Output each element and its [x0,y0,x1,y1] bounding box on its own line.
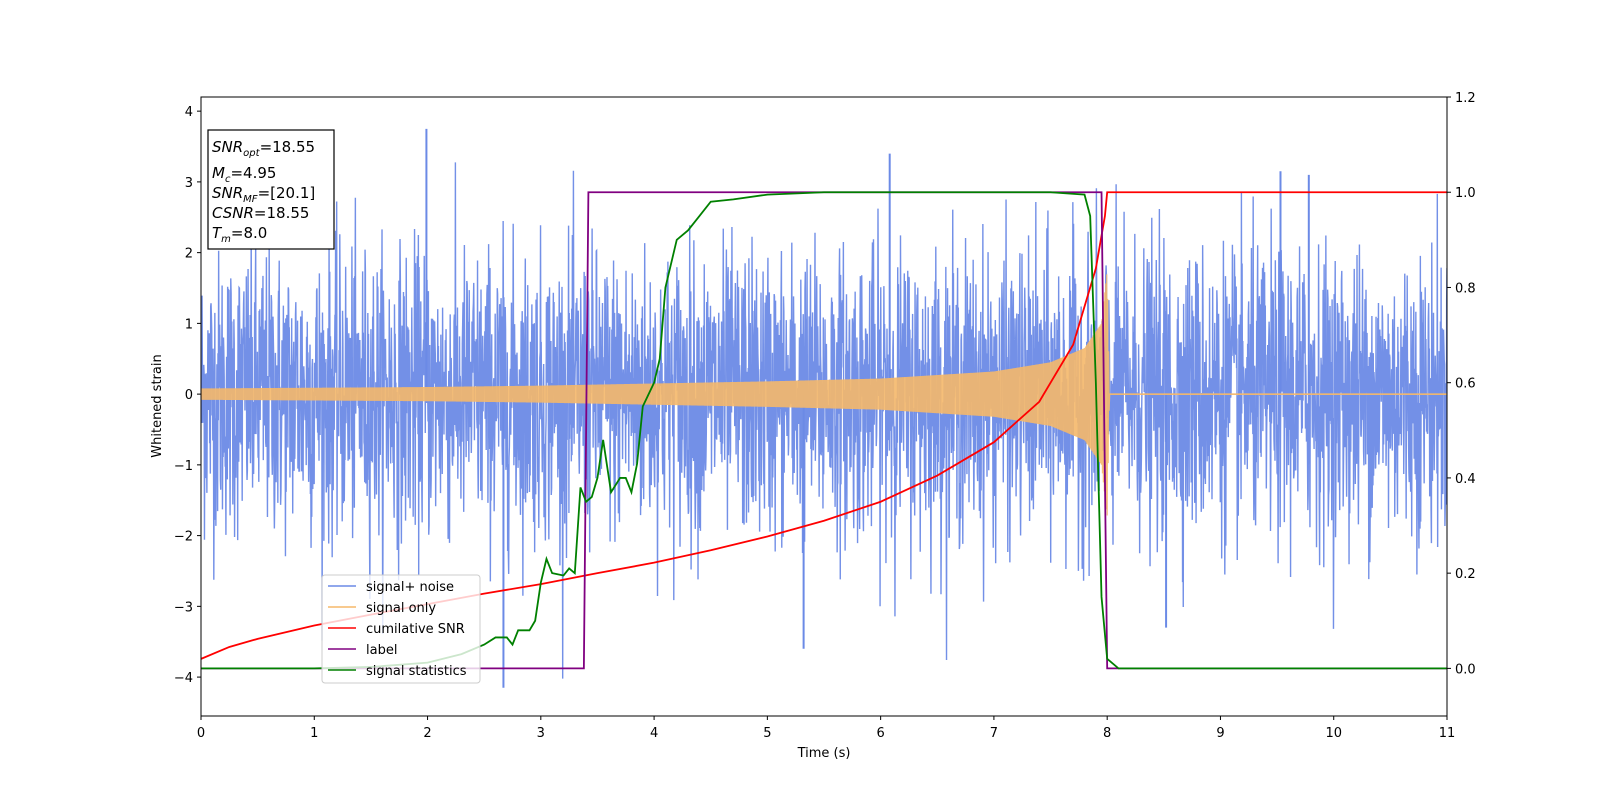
x-tick-label: 11 [1439,726,1456,741]
x-tick-label: 1 [310,726,318,741]
info-tm-sub: m [221,234,231,245]
y-left-tick-label: −1 [174,459,193,474]
x-tick-label: 2 [423,726,431,741]
y-right-tick-label: 1.2 [1455,91,1476,106]
legend-label-label: label [366,643,397,658]
info-snr-mf: SNRMF=[20.1] [212,184,315,205]
series-signal-statistics [201,191,1447,670]
x-axis: 0 1 2 3 4 5 6 7 8 9 10 11 [197,716,1455,741]
y-axis-title: Whitened strain [150,354,165,457]
series-signal-noise [201,162,1447,679]
info-csnr-base: CSNR [212,204,254,222]
x-tick-label: 6 [876,726,884,741]
y-left-tick-label: 1 [185,317,193,332]
x-axis-title: Time (s) [797,746,851,761]
y-right-tick-label: 0.2 [1455,567,1476,582]
x-tick-label: 3 [537,726,545,741]
info-mc-base: M [212,164,225,182]
y-left-tick-label: 2 [185,247,193,262]
legend-frame [321,574,481,684]
info-csnr-value: =18.55 [254,204,310,222]
y-left-tick-label: −3 [174,600,193,615]
y-right-tick-label: 0.6 [1455,377,1476,392]
info-mc-sub: c [225,174,231,185]
legend-label-signal-noise: signal+ noise [366,580,454,595]
info-tm-base: T [212,224,223,242]
x-tick-label: 5 [763,726,771,741]
y-left-tick-label: −2 [174,530,193,545]
y-left-tick-label: 4 [185,105,193,120]
legend-label-signal-statistics: signal statistics [366,664,467,679]
legend: signal+ noise signal only cumilative SNR… [321,574,481,684]
info-snr-mf-sub: MF [243,194,258,205]
y-axis-left: 4 3 2 1 0 −1 −2 −3 −4 [174,105,201,686]
y-axis-right: 1.2 1.0 0.8 0.6 0.4 0.2 0.0 [1447,91,1476,677]
x-tick-label: 0 [197,726,205,741]
info-csnr: CSNR=18.55 [212,204,309,222]
info-snr-mf-base: SNR [212,184,243,202]
y-right-tick-label: 1.0 [1455,186,1476,201]
info-mc-value: =4.95 [230,164,276,182]
x-tick-label: 4 [650,726,658,741]
legend-label-cumulative-snr: cumilative SNR [366,622,465,637]
info-snr-opt-base: SNR [212,138,243,156]
y-left-tick-label: 3 [185,176,193,191]
info-snr-mf-value: =[20.1] [258,184,316,202]
y-right-tick-label: 0.8 [1455,281,1476,296]
info-box-frame [207,129,335,250]
info-snr-opt: SNRopt=18.55 [212,138,315,159]
y-right-tick-label: 0.4 [1455,472,1476,487]
legend-label-signal-only: signal only [366,601,436,616]
info-tm: Tm=8.0 [212,224,267,245]
x-tick-label: 10 [1325,726,1342,741]
y-left-tick-label: 0 [185,388,193,403]
y-left-tick-label: −4 [174,671,193,686]
x-tick-label: 8 [1103,726,1111,741]
y-right-tick-label: 0.0 [1455,662,1476,677]
x-tick-label: 7 [990,726,998,741]
info-box: SNRopt=18.55 Mc=4.95 SNRMF=[20.1] CSNR=1… [207,129,335,250]
info-snr-opt-sub: opt [243,148,260,159]
plot-frame [200,96,1448,717]
info-mc: Mc=4.95 [212,164,276,185]
info-tm-value: =8.0 [231,224,267,242]
info-snr-opt-value: =18.55 [260,138,316,156]
x-tick-label: 9 [1216,726,1224,741]
